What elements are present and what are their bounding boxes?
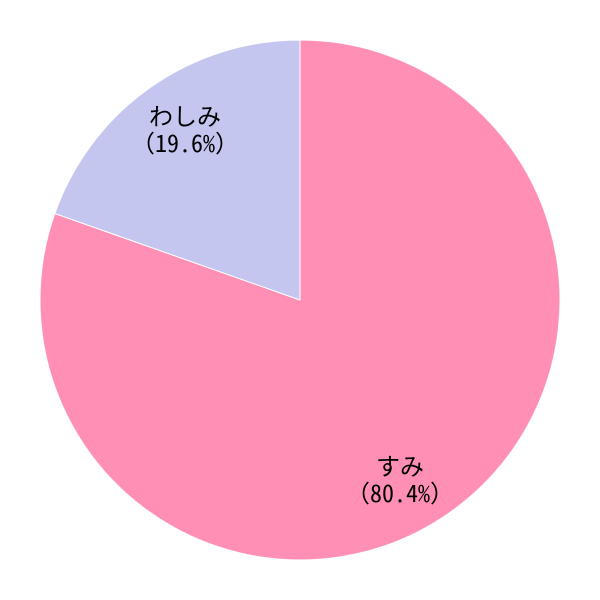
slice-label-pct-0: （80.4%） [346,474,454,509]
slice-label-pct-1: （19.6%） [131,124,239,159]
pie-chart: すみ（80.4%）わしみ（19.6%） [0,0,600,600]
